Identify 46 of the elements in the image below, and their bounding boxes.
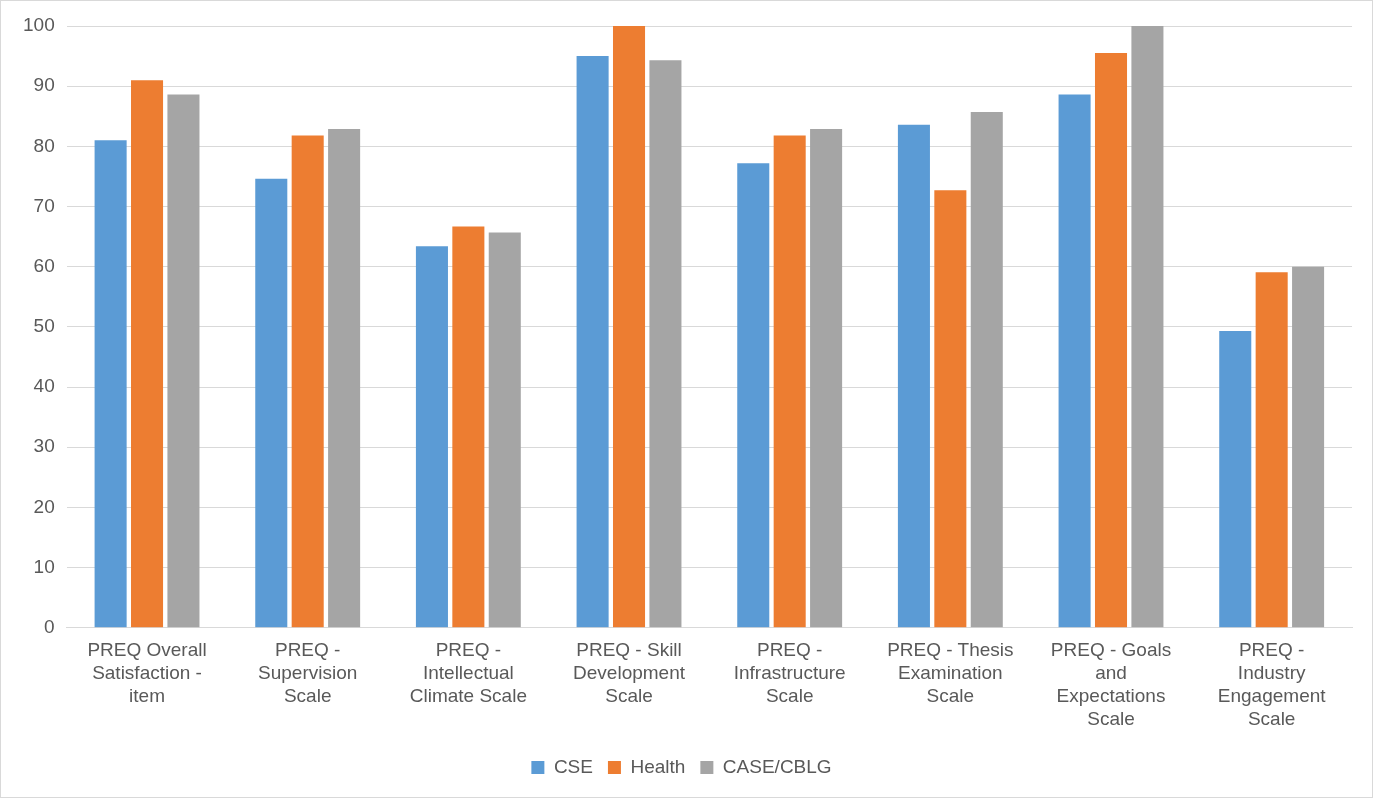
legend-label: CASE/CBLG bbox=[722, 755, 832, 777]
y-tick-label: 0 bbox=[44, 616, 55, 638]
bar bbox=[1131, 26, 1164, 628]
bar bbox=[488, 232, 521, 628]
bar bbox=[1094, 53, 1128, 628]
y-tick-label: 40 bbox=[33, 375, 55, 397]
bar bbox=[1292, 266, 1325, 628]
bar bbox=[94, 140, 127, 628]
y-tick-label: 100 bbox=[23, 14, 55, 36]
legend-label: Health bbox=[630, 755, 686, 777]
bar bbox=[970, 112, 1003, 628]
bar bbox=[1255, 272, 1288, 628]
bar bbox=[773, 135, 806, 628]
bar bbox=[737, 163, 770, 628]
bar bbox=[167, 94, 200, 628]
x-tick-label: PREQ - Infrastructure Scale bbox=[733, 639, 846, 707]
bar bbox=[576, 56, 609, 628]
bar bbox=[810, 128, 843, 628]
y-tick-label: 50 bbox=[33, 315, 55, 337]
y-tick-label: 70 bbox=[33, 194, 55, 216]
x-tick-label: PREQ Overall Satisfaction - item bbox=[87, 639, 207, 707]
y-tick-label: 30 bbox=[33, 435, 55, 457]
bar bbox=[613, 26, 646, 628]
bar bbox=[291, 135, 324, 628]
bar bbox=[328, 128, 361, 628]
x-tick-label: PREQ - Supervision Scale bbox=[258, 639, 358, 707]
bar bbox=[934, 190, 967, 628]
bar bbox=[255, 178, 288, 628]
bar bbox=[415, 246, 448, 628]
x-tick-label: PREQ - Skill Development Scale bbox=[573, 639, 686, 707]
bar bbox=[1058, 94, 1091, 628]
x-tick-label: PREQ - Goals and Expectations Scale bbox=[1050, 639, 1172, 729]
y-tick-label: 10 bbox=[33, 555, 55, 577]
y-tick-label: 90 bbox=[33, 74, 55, 96]
legend-label: CSE bbox=[553, 755, 593, 777]
bar bbox=[1219, 331, 1252, 628]
y-tick-label: 60 bbox=[33, 254, 55, 276]
bar bbox=[649, 60, 682, 628]
x-tick-label: PREQ - Intellectual Climate Scale bbox=[409, 639, 527, 707]
x-tick-label: PREQ - Industry Engagement Scale bbox=[1217, 639, 1327, 729]
y-tick-label: 20 bbox=[33, 495, 55, 517]
bar bbox=[897, 124, 930, 628]
bar bbox=[452, 226, 485, 628]
bar bbox=[131, 80, 164, 628]
x-tick-label: PREQ - Thesis Examination Scale bbox=[887, 639, 1014, 707]
y-tick-label: 80 bbox=[33, 134, 55, 156]
